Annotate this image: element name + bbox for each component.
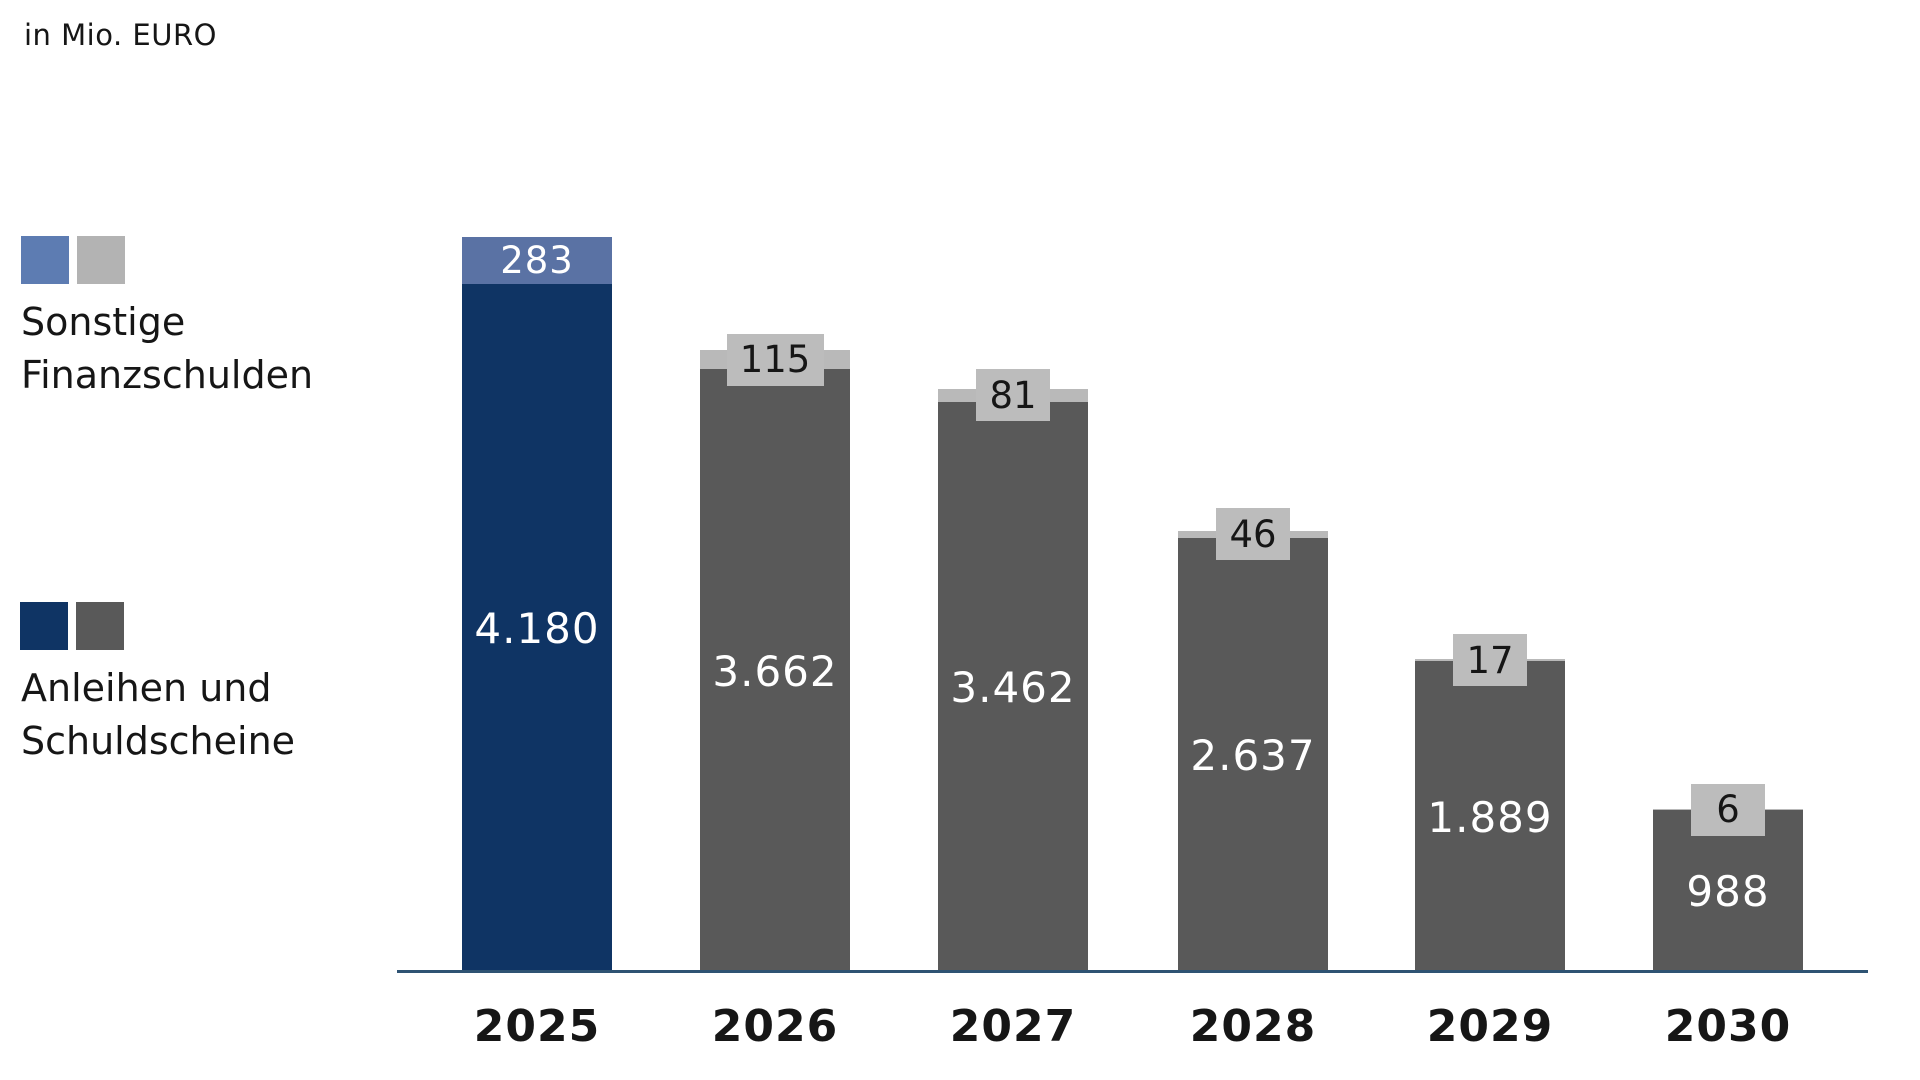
chart-title: in Mio. EURO [24, 18, 217, 52]
bar-2028-segment-anleihen: 2.637 [1178, 538, 1328, 973]
bar-top-value-label: 283 [500, 238, 574, 282]
bar-value-label: 2.637 [1190, 731, 1316, 781]
bar-top-value-box: 81 [976, 369, 1050, 422]
bar-2028: 2.637 46 [1178, 508, 1328, 973]
bar-top-value-box: 46 [1216, 508, 1290, 561]
bar-value-label: 3.462 [950, 663, 1076, 712]
legend-swatch-blue-icon [21, 236, 69, 284]
bar-2030: 988 6 [1653, 783, 1803, 973]
x-axis-label-2029: 2029 [1426, 1001, 1554, 1052]
bar-2027-segment-anleihen: 3.462 [938, 402, 1088, 973]
x-axis-line [397, 970, 1868, 973]
bar-value-label: 4.180 [474, 603, 600, 653]
bar-value-label: 988 [1686, 867, 1770, 916]
bar-top-value-box: 17 [1453, 634, 1527, 687]
bar-2026: 3.662 115 [700, 333, 850, 973]
x-axis-label-2025: 2025 [473, 1001, 601, 1052]
x-axis-label-2030: 2030 [1664, 1001, 1792, 1052]
bar-top-value-box: 115 [726, 333, 824, 386]
bar-2029: 1.889 17 [1415, 634, 1565, 973]
legend-swatches [21, 236, 125, 284]
x-axis-label-2028: 2028 [1189, 1001, 1317, 1052]
legend-swatch-lightgray-icon [77, 236, 125, 284]
bar-2025: 283 4.180 [462, 237, 612, 973]
legend-swatch-navy-icon [20, 602, 68, 650]
legend-swatch-darkgray-icon [76, 602, 124, 650]
bar-2027: 3.462 81 [938, 369, 1088, 973]
bar-value-label: 3.662 [712, 646, 838, 696]
bar-2026-segment-anleihen: 3.662 [700, 369, 850, 973]
x-axis-label-2026: 2026 [711, 1001, 839, 1052]
bar-2030-segment-anleihen: 988 [1653, 810, 1803, 973]
legend-label-sonstige-finanzschulden: Sonstige Finanzschulden [21, 300, 314, 398]
bar-2025-segment-sonstige: 283 [462, 237, 612, 284]
legend-swatches [20, 602, 124, 650]
bar-top-value-box: 6 [1691, 783, 1765, 836]
legend-label-anleihen-schuldscheine: Anleihen und Schuldscheine [21, 666, 296, 764]
bar-2025-segment-anleihen: 4.180 [462, 283, 612, 973]
x-axis-label-2027: 2027 [949, 1001, 1077, 1052]
bar-value-label: 1.889 [1427, 792, 1553, 842]
bar-2029-segment-anleihen: 1.889 [1415, 661, 1565, 973]
